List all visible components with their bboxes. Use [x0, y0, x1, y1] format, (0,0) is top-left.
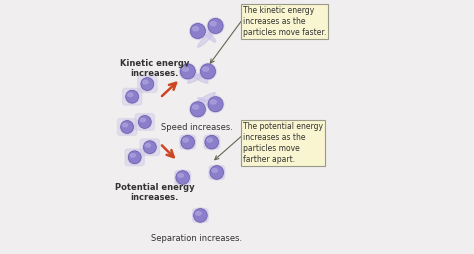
FancyBboxPatch shape: [180, 135, 195, 149]
FancyBboxPatch shape: [209, 166, 225, 179]
Ellipse shape: [141, 78, 154, 90]
Ellipse shape: [207, 18, 224, 34]
Ellipse shape: [210, 22, 216, 26]
Ellipse shape: [192, 27, 199, 31]
Ellipse shape: [210, 100, 216, 104]
Ellipse shape: [128, 93, 133, 97]
Ellipse shape: [192, 105, 199, 109]
Ellipse shape: [143, 140, 157, 154]
Ellipse shape: [140, 118, 146, 122]
Ellipse shape: [207, 138, 212, 142]
FancyBboxPatch shape: [204, 135, 219, 149]
Ellipse shape: [179, 63, 196, 80]
Ellipse shape: [198, 31, 214, 47]
Text: Speed increases.: Speed increases.: [161, 123, 233, 132]
Ellipse shape: [180, 135, 195, 150]
Ellipse shape: [190, 23, 205, 39]
Ellipse shape: [128, 151, 141, 164]
FancyBboxPatch shape: [118, 119, 137, 135]
Ellipse shape: [176, 171, 190, 184]
Ellipse shape: [143, 80, 148, 84]
FancyBboxPatch shape: [175, 171, 191, 184]
Ellipse shape: [188, 71, 208, 83]
Ellipse shape: [138, 116, 151, 128]
Ellipse shape: [190, 102, 205, 117]
Ellipse shape: [144, 141, 156, 154]
FancyBboxPatch shape: [135, 114, 155, 130]
Text: Kinetic energy
increases.: Kinetic energy increases.: [120, 59, 190, 78]
Ellipse shape: [204, 135, 219, 150]
Ellipse shape: [183, 138, 189, 142]
Ellipse shape: [128, 150, 142, 164]
Text: The potential energy
increases as the
particles move
farther apart.: The potential energy increases as the pa…: [243, 122, 323, 164]
Ellipse shape: [190, 23, 206, 39]
Ellipse shape: [188, 71, 208, 83]
Ellipse shape: [123, 123, 128, 127]
Ellipse shape: [121, 121, 134, 133]
Ellipse shape: [146, 144, 150, 147]
Text: Separation increases.: Separation increases.: [151, 234, 242, 243]
FancyBboxPatch shape: [140, 139, 159, 155]
Ellipse shape: [130, 154, 136, 157]
Ellipse shape: [212, 169, 218, 172]
Ellipse shape: [182, 67, 189, 71]
Text: The kinetic energy
increases as the
particles move faster.: The kinetic energy increases as the part…: [243, 6, 327, 37]
Ellipse shape: [196, 212, 201, 215]
Ellipse shape: [208, 18, 223, 34]
Ellipse shape: [120, 120, 134, 134]
Ellipse shape: [126, 90, 138, 103]
FancyBboxPatch shape: [192, 209, 208, 222]
Ellipse shape: [175, 170, 190, 185]
Ellipse shape: [125, 90, 139, 104]
Ellipse shape: [207, 96, 224, 113]
Ellipse shape: [198, 98, 218, 110]
Ellipse shape: [201, 64, 216, 79]
Ellipse shape: [200, 63, 216, 80]
Ellipse shape: [190, 101, 206, 118]
Ellipse shape: [210, 166, 224, 179]
FancyBboxPatch shape: [138, 76, 157, 92]
Ellipse shape: [208, 97, 223, 112]
Ellipse shape: [203, 67, 209, 71]
FancyBboxPatch shape: [125, 149, 144, 166]
Ellipse shape: [196, 92, 216, 105]
Text: Potential energy
increases.: Potential energy increases.: [115, 183, 195, 202]
Ellipse shape: [199, 26, 216, 42]
Ellipse shape: [181, 135, 194, 149]
Ellipse shape: [210, 165, 224, 180]
FancyBboxPatch shape: [123, 88, 142, 105]
Ellipse shape: [138, 115, 152, 129]
Ellipse shape: [140, 77, 155, 91]
Ellipse shape: [205, 135, 219, 149]
Ellipse shape: [193, 209, 207, 222]
Ellipse shape: [180, 64, 195, 79]
Ellipse shape: [193, 208, 208, 223]
Ellipse shape: [178, 173, 183, 177]
